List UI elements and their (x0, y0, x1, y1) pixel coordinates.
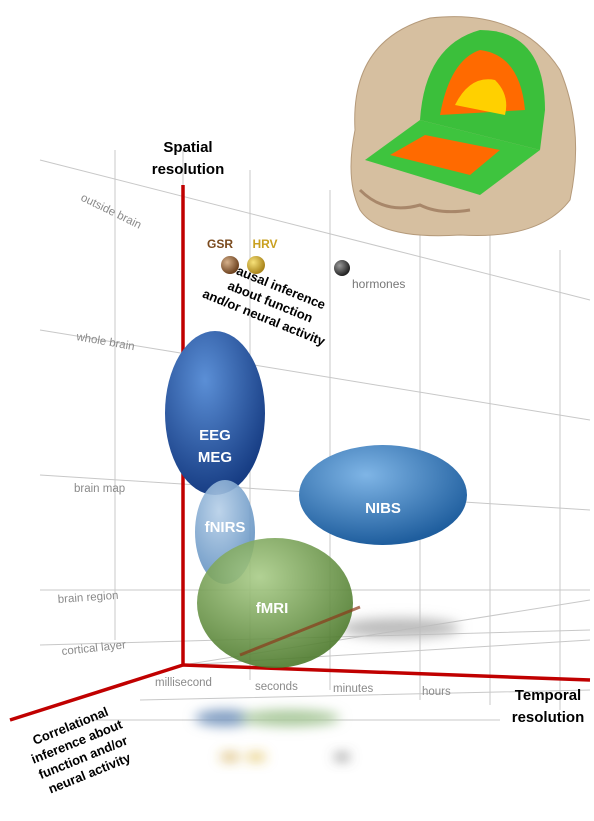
temporal-label: Temporal resolution (512, 687, 585, 726)
y-tick: whole brain (74, 331, 135, 353)
y-tick: outside brain (79, 192, 143, 232)
spatial-label: Spatial resolution (152, 139, 225, 178)
node-label: NIBS (365, 500, 401, 517)
node-label: HRV (252, 237, 277, 251)
x-tick: minutes (333, 683, 374, 695)
node-label: EEG MEG (198, 427, 232, 466)
x-tick: hours (422, 686, 451, 698)
correlational-label: Correlationalinference aboutfunction and… (23, 700, 138, 798)
node-label: hormones (352, 277, 405, 291)
x-tick: seconds (255, 681, 298, 693)
gsr-ball (221, 256, 239, 274)
hormones-ball (334, 260, 350, 276)
fmri-ellipse (197, 538, 353, 668)
brain (350, 16, 577, 237)
y-tick: cortical layer (61, 639, 127, 658)
axis-horizontal (182, 663, 591, 682)
node-label: fMRI (256, 600, 289, 617)
x-tick: millisecond (155, 677, 212, 689)
shadows (195, 618, 460, 760)
node-label: fNIRS (205, 519, 246, 536)
eeg-meg-ellipse (165, 331, 265, 495)
nibs-ellipse (299, 445, 467, 545)
node-label: GSR (207, 237, 233, 251)
hrv-ball (247, 256, 265, 274)
y-tick: brain region (57, 590, 118, 606)
y-tick: brain map (74, 483, 125, 495)
axis-diagonal (9, 663, 184, 722)
axis-through (239, 605, 361, 657)
